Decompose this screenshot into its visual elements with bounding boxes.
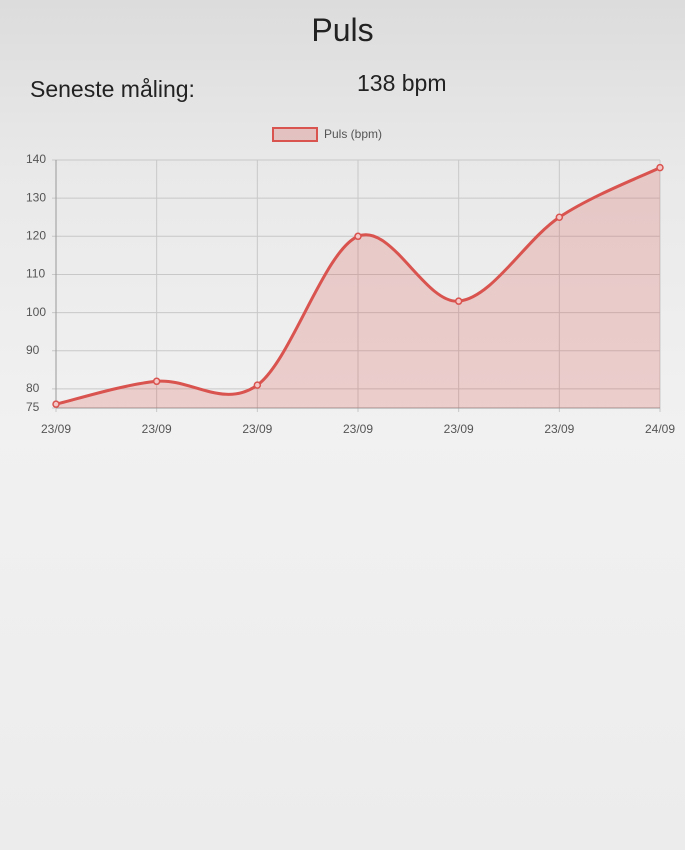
y-tick-label: 130: [26, 190, 46, 204]
x-tick-label: 23/09: [142, 422, 172, 436]
point: [355, 233, 361, 239]
page: Puls Seneste måling: 138 bpm 75809010011…: [0, 0, 685, 850]
x-tick-label: 23/09: [343, 422, 373, 436]
y-tick-label: 90: [26, 343, 40, 357]
chart: 75 80 90 100 110 120 130 140 23/09 23/09 23/09 23/0…: [0, 0, 685, 450]
point: [456, 298, 462, 304]
x-tick-label: 23/09: [242, 422, 272, 436]
legend-label: Puls (bpm): [324, 127, 382, 141]
legend-swatch: [273, 128, 317, 141]
y-tick-label: 80: [26, 381, 40, 395]
point: [53, 401, 59, 407]
y-tick-label: 140: [26, 152, 46, 166]
point: [657, 165, 663, 171]
y-tick-label: 100: [26, 305, 46, 319]
y-tick-label: 75: [26, 400, 40, 414]
point: [556, 214, 562, 220]
y-tick-label: 110: [26, 267, 45, 281]
x-tick-label: 23/09: [41, 422, 71, 436]
x-tick-label: 24/09: [645, 422, 675, 436]
y-tick-label: 120: [26, 228, 46, 242]
point: [154, 378, 160, 384]
x-tick-label: 23/09: [544, 422, 574, 436]
x-tick-label: 23/09: [444, 422, 474, 436]
point: [254, 382, 260, 388]
